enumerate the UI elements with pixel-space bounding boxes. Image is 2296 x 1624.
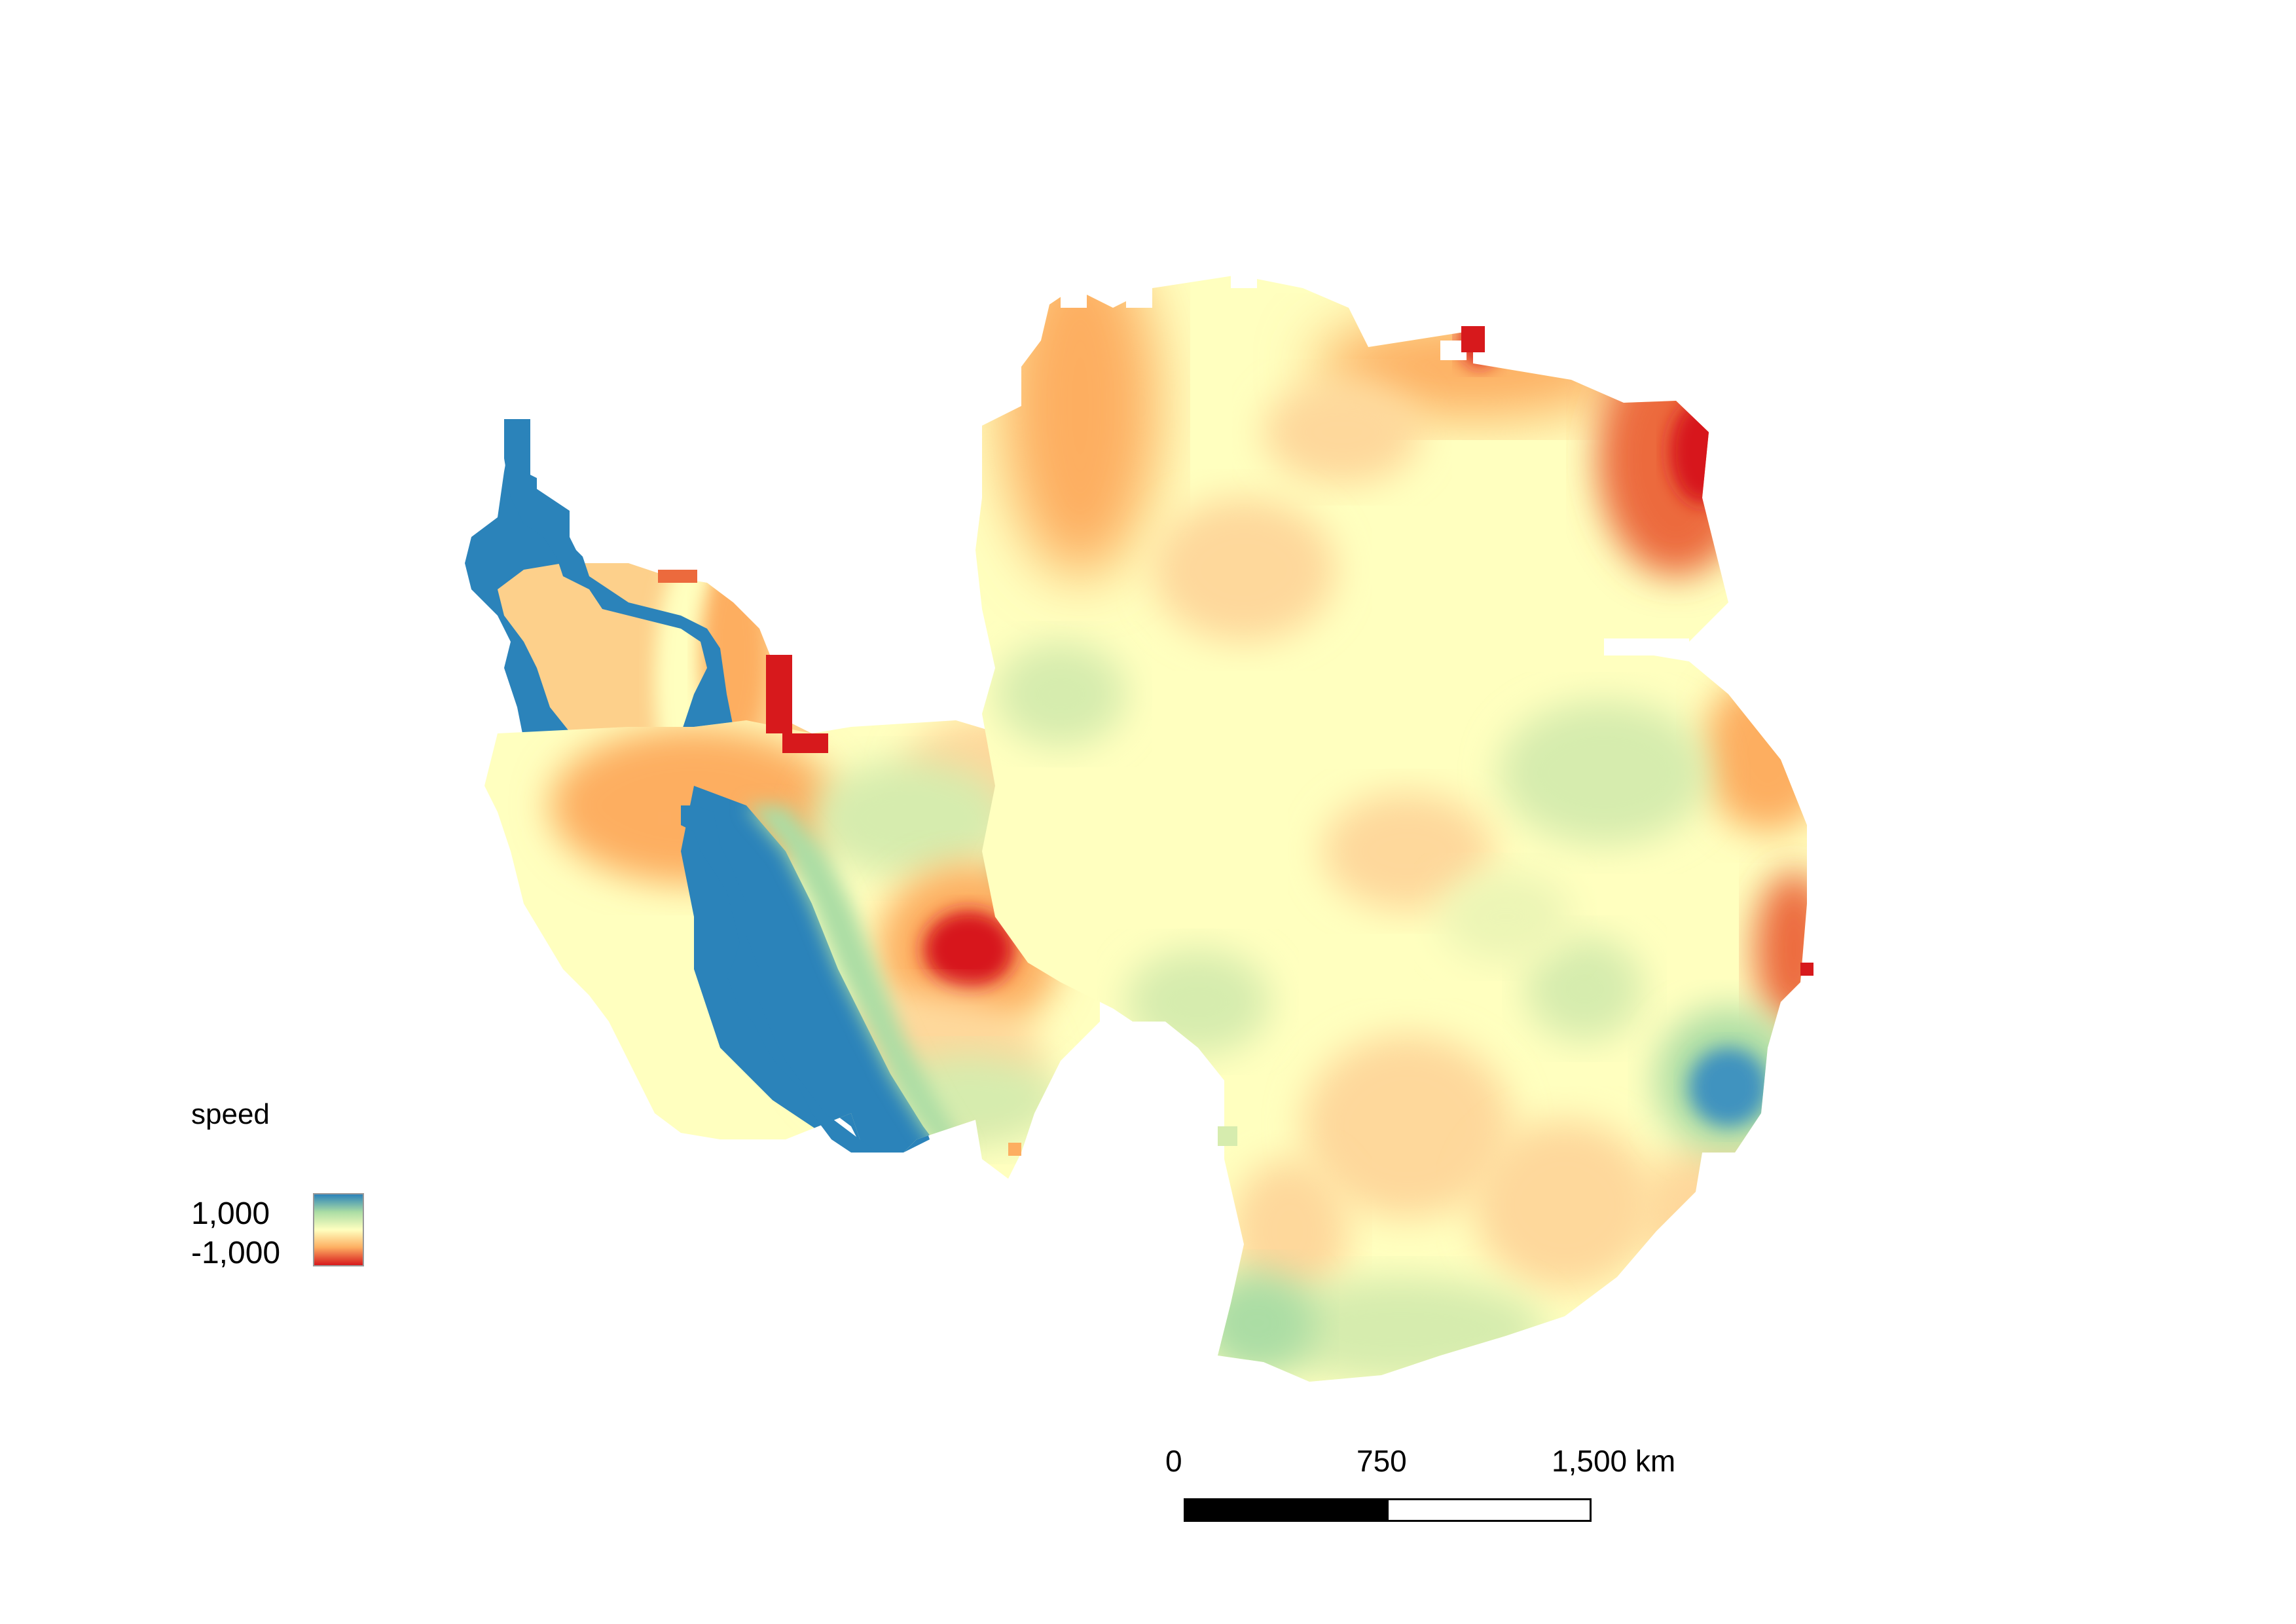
scalebar-label-0: 0 [1165,1444,1182,1478]
legend-max-label: 1,000 [191,1196,270,1231]
legend-color-ramp [313,1193,364,1266]
ronne-blue-edge [681,805,903,1153]
coast-pixel-details [1061,275,1689,655]
scalebar-label-750: 750 [1357,1444,1407,1478]
legend-title: speed [191,1098,270,1130]
scalebar-segment-black [1184,1498,1389,1522]
east-antarctica [975,275,1807,1382]
legend-min-label: -1,000 [191,1236,281,1270]
coast-red-pixels [658,326,1813,1156]
scalebar-segment-white [1387,1498,1592,1522]
scalebar-label-1500: 1,500 km [1552,1444,1676,1478]
